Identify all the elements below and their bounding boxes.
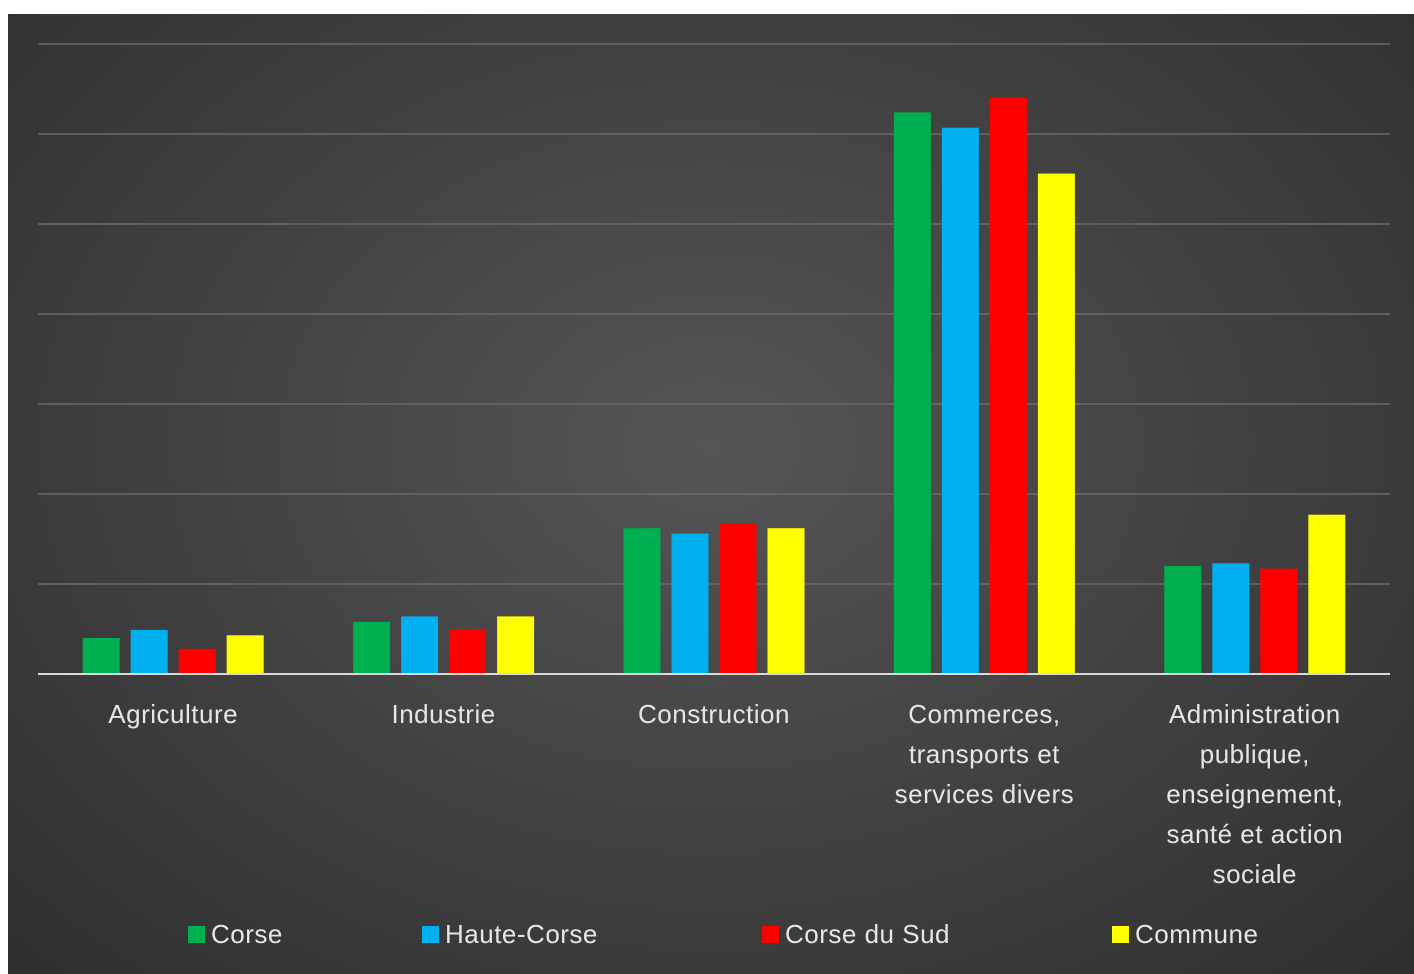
category-label-line: Administration — [1168, 699, 1341, 729]
bar-corse-du-sud-1 — [449, 629, 487, 674]
bar-commune-3 — [1037, 173, 1075, 674]
category-label-construction: Construction — [599, 694, 829, 734]
legend-swatch-corse-du-sud — [762, 925, 779, 943]
legend-swatch-commune — [1112, 925, 1129, 943]
bar-chart-plot — [38, 43, 1390, 675]
bar-commune-1 — [497, 616, 535, 674]
category-label-line: Agriculture — [108, 699, 239, 729]
bar-corse-du-sud-4 — [1260, 568, 1298, 674]
legend-label: Corse du Sud — [785, 918, 950, 949]
legend-swatch-haute-corse — [422, 925, 439, 943]
bar-corse-du-sud-0 — [178, 648, 216, 674]
legend-item-haute-corse: Haute-Corse — [422, 916, 598, 952]
category-label-line: services divers — [894, 779, 1075, 809]
category-label-line: enseignement, — [1166, 779, 1344, 809]
chart-area: Agriculture Industrie Construction Comme… — [8, 14, 1414, 974]
category-label-administration: Administration publique, enseignement, sant… — [1140, 694, 1370, 894]
category-label-line: Construction — [638, 699, 790, 729]
legend-item-corse-du-sud: Corse du Sud — [762, 916, 950, 952]
bar-haute-corse-3 — [941, 127, 979, 674]
category-label-commerces: Commerces, transports et services divers — [869, 694, 1099, 814]
bar-corse-2 — [623, 528, 661, 674]
bar-commune-2 — [767, 528, 805, 674]
bar-commune-4 — [1308, 514, 1346, 674]
bar-corse-du-sud-2 — [719, 523, 757, 674]
legend-item-commune: Commune — [1112, 916, 1258, 952]
category-label-line: publique, — [1199, 739, 1310, 769]
bar-haute-corse-0 — [130, 629, 168, 674]
bar-corse-4 — [1164, 566, 1202, 674]
category-label-industrie: Industrie — [329, 694, 559, 734]
bar-corse-3 — [893, 112, 931, 674]
category-label-agriculture: Agriculture — [58, 694, 288, 734]
category-label-line: transports et — [908, 739, 1060, 769]
bar-haute-corse-1 — [401, 616, 439, 674]
legend-label: Commune — [1135, 918, 1259, 949]
bar-haute-corse-4 — [1212, 563, 1250, 674]
category-label-line: santé et action — [1166, 819, 1344, 849]
bar-commune-0 — [226, 635, 264, 674]
legend-swatch-corse — [188, 925, 205, 943]
gridlines — [38, 43, 1390, 585]
legend-item-corse: Corse — [188, 916, 283, 952]
category-label-line: sociale — [1212, 859, 1298, 889]
bar-haute-corse-2 — [671, 533, 709, 674]
bar-corse-0 — [82, 638, 120, 674]
bar-corse-1 — [353, 621, 391, 674]
legend-label: Corse — [211, 918, 283, 949]
bar-corse-du-sud-3 — [989, 98, 1027, 674]
category-label-line: Commerces, — [908, 699, 1061, 729]
legend-label: Haute-Corse — [445, 918, 598, 949]
category-label-line: Industrie — [391, 699, 496, 729]
bars — [82, 98, 1346, 674]
